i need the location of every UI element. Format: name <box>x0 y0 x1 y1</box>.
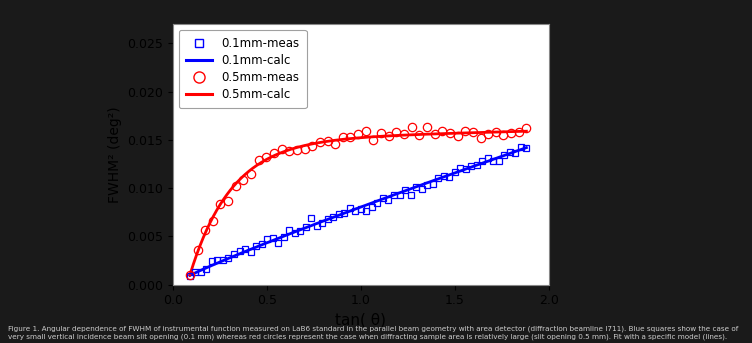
Y-axis label: FWHM² (deg²): FWHM² (deg²) <box>108 106 122 203</box>
Legend: 0.1mm-meas, 0.1mm-calc, 0.5mm-meas, 0.5mm-calc: 0.1mm-meas, 0.1mm-calc, 0.5mm-meas, 0.5m… <box>179 30 307 108</box>
Text: Figure 1. Angular dependence of FWHM of instrumental function measured on LaB6 s: Figure 1. Angular dependence of FWHM of … <box>8 326 738 340</box>
X-axis label: tan( θ): tan( θ) <box>335 313 387 328</box>
